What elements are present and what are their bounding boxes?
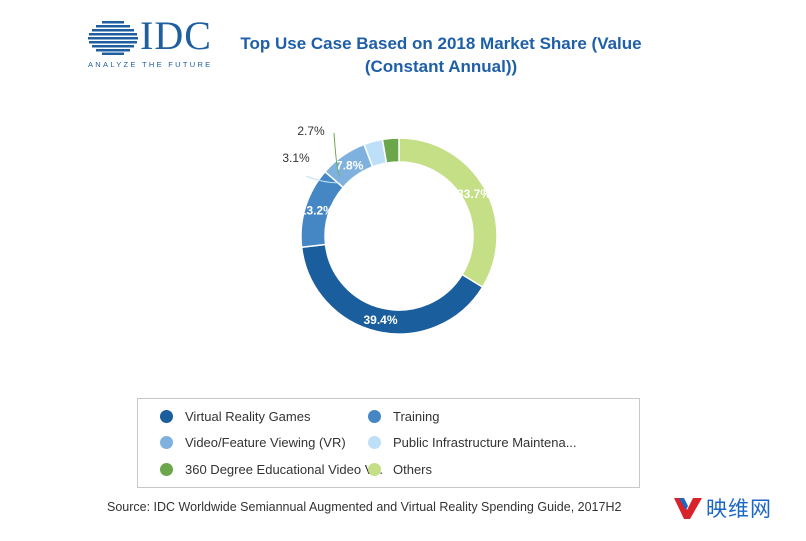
legend-label: Video/Feature Viewing (VR) [185, 434, 346, 450]
yingwei-logo-icon [674, 498, 702, 519]
watermark: 映维网 [673, 494, 772, 522]
slice-label-1: 39.4% [363, 313, 397, 327]
legend-marker [368, 435, 381, 449]
legend-label: 360 Degree Educational Video V... [185, 461, 384, 477]
watermark-text: 映维网 [706, 497, 772, 521]
slice-label-2: 13.2% [300, 204, 334, 218]
legend-marker [160, 462, 173, 476]
legend-marker [160, 435, 173, 449]
leader-line-4 [305, 175, 341, 184]
idc-logo: IDC ANALYZE THE FUTURE [88, 13, 218, 69]
legend-item[interactable]: Training [368, 407, 439, 425]
slice-label-3: 7.8% [336, 159, 364, 173]
logo-tagline: ANALYZE THE FUTURE [88, 60, 213, 69]
legend-label: Others [393, 461, 433, 477]
legend-item[interactable]: Others [368, 460, 432, 478]
slice-label-0: 33.7% [457, 187, 491, 201]
legend-item[interactable]: Public Infrastructure Maintena... [368, 433, 577, 451]
idc-globe-icon [88, 21, 138, 55]
legend-marker [160, 409, 173, 423]
legend-item[interactable]: Virtual Reality Games [160, 407, 310, 425]
legend-item[interactable]: Video/Feature Viewing (VR) [160, 433, 346, 451]
legend-label: Public Infrastructure Maintena... [393, 434, 577, 450]
slice-label-5: 2.7% [297, 124, 325, 138]
legend-item[interactable]: 360 Degree Educational Video V... [160, 460, 383, 478]
logo-name: IDC [140, 13, 212, 58]
legend-label: Virtual Reality Games [185, 408, 311, 424]
slice-label-4: 3.1% [282, 151, 310, 165]
chart-title: Top Use Case Based on 2018 Market Share … [240, 34, 642, 76]
chart-legend: Virtual Reality Games Training Video/Featu… [137, 398, 640, 488]
legend-label: Training [393, 408, 440, 424]
slice-5 [381, 137, 400, 164]
legend-marker [368, 462, 381, 476]
leader-line-5 [333, 132, 341, 177]
legend-marker [368, 409, 381, 423]
source-note: Source: IDC Worldwide Semiannual Augment… [107, 500, 622, 514]
donut-chart: 33.7% 39.4% 13.2% 7.8% 3.1% 2.7% [282, 124, 498, 335]
slice-0 [398, 137, 498, 289]
